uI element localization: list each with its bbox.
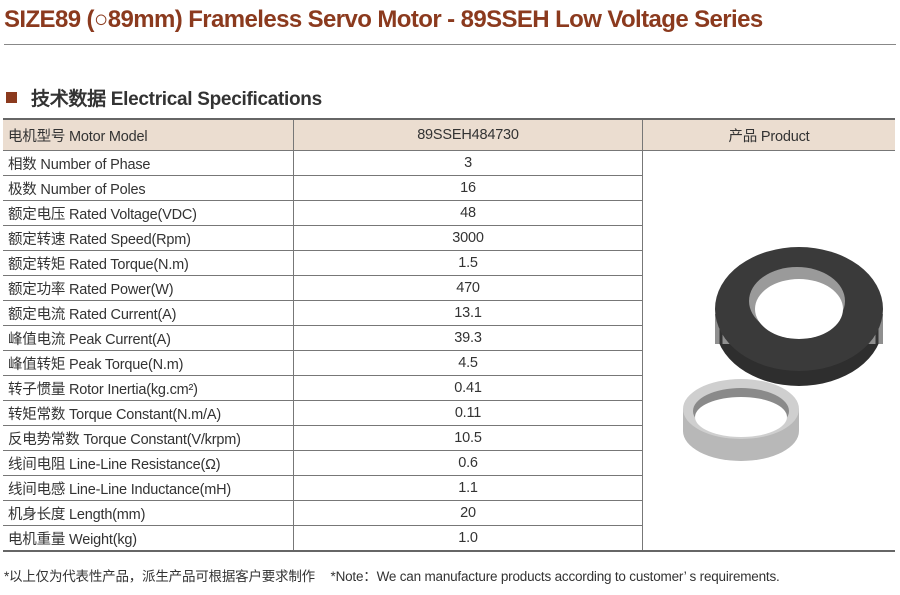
header-product: 产品 Product: [642, 118, 895, 151]
table-row: 线间电阻 Line-Line Resistance(Ω) 0.6: [3, 450, 895, 476]
spec-label: 极数 Number of Poles: [3, 175, 294, 201]
footnote-cn: *以上仅为代表性产品，派生产品可根据客户要求制作: [4, 569, 315, 584]
header-model-label: 电机型号 Motor Model: [3, 118, 294, 151]
spec-value: 39.3: [293, 325, 643, 351]
spec-value: 0.6: [293, 450, 643, 476]
table-row: 峰值转矩 Peak Torque(N.m) 4.5: [3, 350, 895, 376]
section-heading: 技术数据 Electrical Specifications: [6, 84, 322, 111]
spec-label: 额定转速 Rated Speed(Rpm): [3, 225, 294, 251]
spec-value: 10.5: [293, 425, 643, 451]
section-title: 技术数据 Electrical Specifications: [31, 89, 322, 110]
spec-value: 20: [293, 500, 643, 526]
spec-label: 峰值电流 Peak Current(A): [3, 325, 294, 351]
spec-label: 转子惯量 Rotor Inertia(kg.cm²): [3, 375, 294, 401]
table-row: 线间电感 Line-Line Inductance(mH) 1.1: [3, 475, 895, 501]
table-row: 额定电流 Rated Current(A) 13.1: [3, 300, 895, 326]
spec-value: 0.41: [293, 375, 643, 401]
table-row: 电机重量 Weight(kg) 1.0: [3, 525, 895, 552]
footnote-en: *Note：We can manufacture products accord…: [330, 569, 780, 584]
table-row: 转矩常数 Torque Constant(N.m/A) 0.11: [3, 400, 895, 426]
spec-label: 反电势常数 Torque Constant(V/krpm): [3, 425, 294, 451]
page-title: SIZE89 (○89mm) Frameless Servo Motor - 8…: [4, 6, 763, 33]
table-row: 转子惯量 Rotor Inertia(kg.cm²) 0.41: [3, 375, 895, 401]
table-row: 峰值电流 Peak Current(A) 39.3: [3, 325, 895, 351]
spec-label: 额定电流 Rated Current(A): [3, 300, 294, 326]
spec-value: 470: [293, 275, 643, 301]
table-row: 额定转速 Rated Speed(Rpm) 3000: [3, 225, 895, 251]
spec-label: 线间电阻 Line-Line Resistance(Ω): [3, 450, 294, 476]
spec-label: 相数 Number of Phase: [3, 150, 294, 176]
table-row: 相数 Number of Phase 3: [3, 150, 895, 552]
table-row: 反电势常数 Torque Constant(V/krpm) 10.5: [3, 425, 895, 451]
spec-label: 机身长度 Length(mm): [3, 500, 294, 526]
spec-label: 峰值转矩 Peak Torque(N.m): [3, 350, 294, 376]
footnote: *以上仅为代表性产品，派生产品可根据客户要求制作 *Note：We can ma…: [4, 565, 780, 585]
table-row: 额定电压 Rated Voltage(VDC) 48: [3, 200, 895, 226]
spec-value: 4.5: [293, 350, 643, 376]
spec-value: 13.1: [293, 300, 643, 326]
spec-label: 线间电感 Line-Line Inductance(mH): [3, 475, 294, 501]
spec-value: 48: [293, 200, 643, 226]
title-divider: [4, 44, 896, 45]
rotor-ring-image: [683, 378, 799, 461]
spec-value: 16: [293, 175, 643, 201]
spec-label: 额定功率 Rated Power(W): [3, 275, 294, 301]
spec-label: 额定转矩 Rated Torque(N.m): [3, 250, 294, 276]
spec-value: 3000: [293, 225, 643, 251]
spec-value: 1.1: [293, 475, 643, 501]
spec-value: 0.11: [293, 400, 643, 426]
spec-value: 1.0: [293, 525, 643, 552]
header-model-value: 89SSEH484730: [293, 118, 643, 151]
table-header-row: 电机型号 Motor Model 89SSEH484730 产品 Product: [3, 118, 895, 151]
spec-label: 转矩常数 Torque Constant(N.m/A): [3, 400, 294, 426]
stator-ring-image: [715, 246, 883, 386]
spec-label: 额定电压 Rated Voltage(VDC): [3, 200, 294, 226]
spec-value: 3: [293, 150, 643, 176]
spec-table: 电机型号 Motor Model 89SSEH484730 产品 Product…: [3, 118, 895, 552]
square-bullet-icon: [6, 92, 17, 103]
spec-label: 电机重量 Weight(kg): [3, 525, 294, 552]
product-image: [642, 150, 895, 552]
spec-value: 1.5: [293, 250, 643, 276]
table-row: 机身长度 Length(mm) 20: [3, 500, 895, 526]
